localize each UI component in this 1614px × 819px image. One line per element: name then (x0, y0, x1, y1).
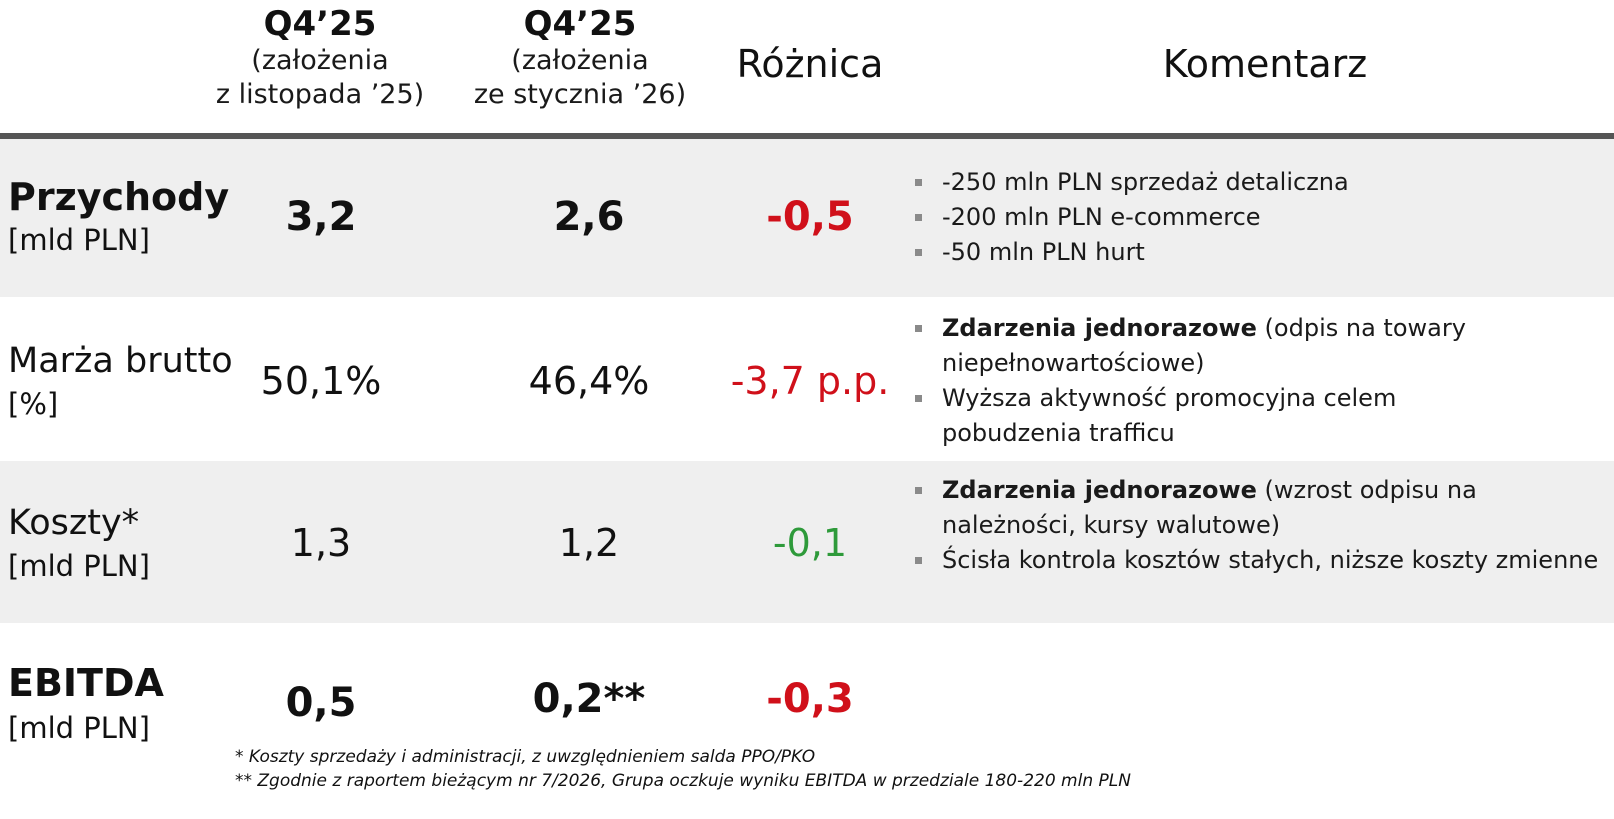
header-col-jan: Q4’25 (założenia ze stycznia ’26) (455, 4, 705, 112)
metric-name: Koszty* (8, 503, 140, 543)
header-col-jan-title: Q4’25 (523, 4, 637, 44)
header-col-comment: Komentarz (1162, 42, 1368, 86)
comment-item: -200 mln PLN e-commerce (912, 200, 1602, 235)
value-nov: 3,2 (285, 194, 357, 240)
header-col-diff: Różnica (736, 42, 884, 86)
header-col-nov-line2: z listopada ’25) (215, 79, 425, 110)
metric-name: Przychody (8, 175, 230, 219)
comment-list: -250 mln PLN sprzedaż detaliczna -200 ml… (912, 165, 1602, 270)
metric-unit: [%] (8, 387, 59, 421)
value-diff: -3,7 p.p. (730, 359, 890, 403)
comment-item: -50 mln PLN hurt (912, 235, 1602, 270)
value-jan: 1,2 (558, 521, 620, 565)
row-ebitda: EBITDA [mld PLN] 0,5 0,2** -0,3 (0, 623, 1614, 758)
comment-list: Zdarzenia jednorazowe (wzrost odpisu na … (912, 473, 1602, 578)
row-revenue: Przychody [mld PLN] 3,2 2,6 -0,5 -250 ml… (0, 139, 1614, 297)
row-gross-margin: Marża brutto [%] 50,1% 46,4% -3,7 p.p. Z… (0, 297, 1614, 461)
value-diff: -0,3 (766, 676, 854, 722)
value-jan: 2,6 (553, 194, 625, 240)
metric-unit: [mld PLN] (8, 549, 150, 583)
value-jan: 0,2** (532, 676, 646, 722)
metric-unit: [mld PLN] (8, 223, 150, 257)
value-nov: 0,5 (285, 680, 357, 726)
metric-name: EBITDA (8, 661, 164, 705)
comment-item: Zdarzenia jednorazowe (odpis na towary n… (912, 311, 1532, 381)
header-col-jan-line2: ze stycznia ’26) (473, 79, 687, 110)
header-divider (0, 133, 1614, 139)
value-diff: -0,1 (772, 521, 848, 565)
comment-item: Ścisła kontrola kosztów stałych, niższe … (912, 543, 1602, 578)
header-col-nov-title: Q4’25 (263, 4, 377, 44)
value-nov: 1,3 (290, 521, 352, 565)
comment-list: Zdarzenia jednorazowe (odpis na towary n… (912, 311, 1532, 451)
metric-unit: [mld PLN] (8, 711, 150, 745)
header-col-jan-line1: (założenia (511, 45, 649, 76)
footnote-costs: * Koszty sprzedaży i administracji, z uw… (235, 747, 816, 767)
value-jan: 46,4% (528, 359, 650, 403)
comment-item: Zdarzenia jednorazowe (wzrost odpisu na … (912, 473, 1602, 543)
header-col-nov-line1: (założenia (251, 45, 389, 76)
value-diff: -0,5 (766, 194, 854, 240)
comment-item: Wyższa aktywność promocyjna celem pobudz… (912, 381, 1532, 451)
row-costs: Koszty* [mld PLN] 1,3 1,2 -0,1 Zdarzenia… (0, 461, 1614, 623)
comment-item: -250 mln PLN sprzedaż detaliczna (912, 165, 1602, 200)
header-col-nov: Q4’25 (założenia z listopada ’25) (195, 4, 445, 112)
footnote-ebitda: ** Zgodnie z raportem bieżącym nr 7/2026… (235, 771, 1131, 791)
metric-name: Marża brutto (8, 341, 233, 381)
value-nov: 50,1% (260, 359, 382, 403)
